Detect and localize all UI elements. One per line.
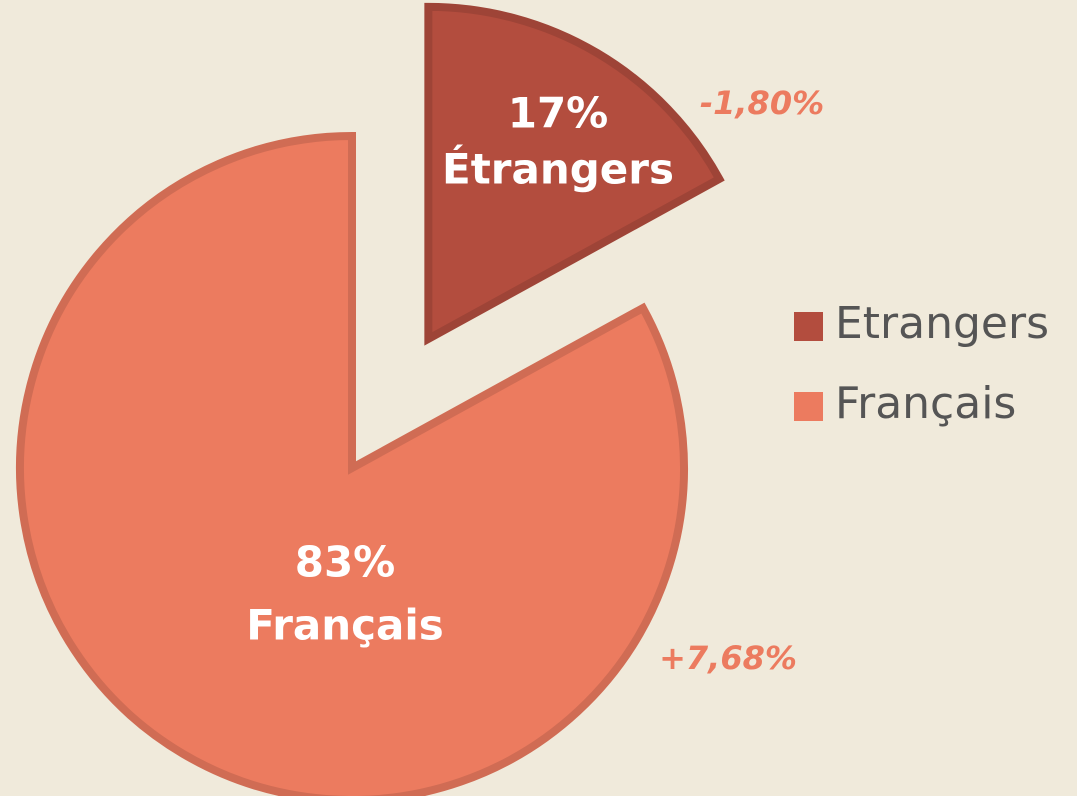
- legend-label: Français: [835, 378, 1016, 429]
- legend-swatch: [794, 392, 823, 421]
- slice-value-label: 83%: [295, 538, 396, 587]
- pie-slice: [424, 2, 725, 346]
- annotation: -1,80%: [700, 84, 824, 122]
- annotation: +7,68%: [659, 639, 797, 677]
- legend-swatch: [794, 312, 823, 341]
- legend-label: Etrangers: [835, 298, 1049, 349]
- slice-label: Français: [246, 601, 444, 650]
- pie-slice: [16, 131, 688, 796]
- slice-label: Étrangers: [442, 144, 674, 194]
- slice-value-label: 17%: [508, 89, 609, 138]
